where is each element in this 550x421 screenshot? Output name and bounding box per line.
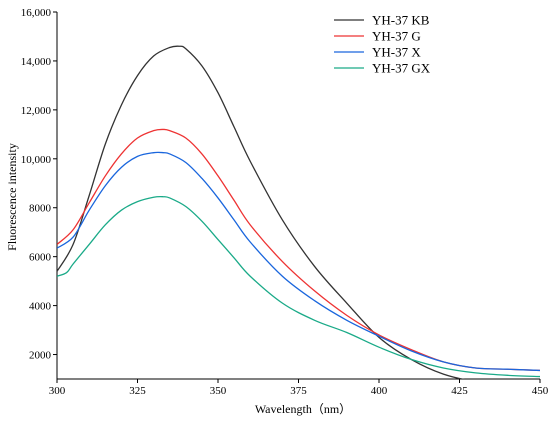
- x-tick-label: 400: [371, 385, 388, 397]
- y-tick-label: 2000: [29, 350, 52, 362]
- axes: [56, 12, 540, 380]
- y-tick-label: 16,000: [21, 7, 52, 19]
- x-tick-label: 425: [451, 385, 468, 397]
- x-tick-label: 350: [210, 385, 227, 397]
- x-tick-label: 325: [129, 385, 146, 397]
- y-tick-label: 6000: [29, 252, 52, 264]
- y-tick-label: 8000: [29, 203, 52, 215]
- legend-label: YH-37 X: [372, 45, 421, 60]
- y-ticks: 2000 4000 6000 8000 10,000 12,000 14,000 16,000: [21, 7, 57, 362]
- legend-label: YH-37 GX: [372, 61, 431, 76]
- y-tick-label: 10,000: [21, 154, 52, 166]
- x-axis-title: Wavelength（nm）: [255, 402, 351, 416]
- x-tick-label: 450: [532, 385, 549, 397]
- y-tick-label: 14,000: [21, 56, 52, 68]
- series-line-4: [57, 195, 540, 378]
- x-tick-label: 375: [290, 385, 307, 397]
- y-tick-label: 4000: [29, 301, 52, 313]
- x-ticks: 300 325 350 375 400 425 450: [49, 379, 549, 397]
- y-tick-label: 12,000: [21, 105, 52, 117]
- series-lines: [57, 45, 540, 379]
- series-line-2: [57, 128, 540, 372]
- legend-label: YH-37 KB: [372, 13, 430, 28]
- series-line-3: [57, 151, 540, 372]
- y-axis-title: Fluorescence intensity: [5, 143, 19, 251]
- series-line-1: [57, 45, 466, 379]
- x-tick-label: 300: [49, 385, 66, 397]
- legend-label: YH-37 G: [372, 29, 421, 44]
